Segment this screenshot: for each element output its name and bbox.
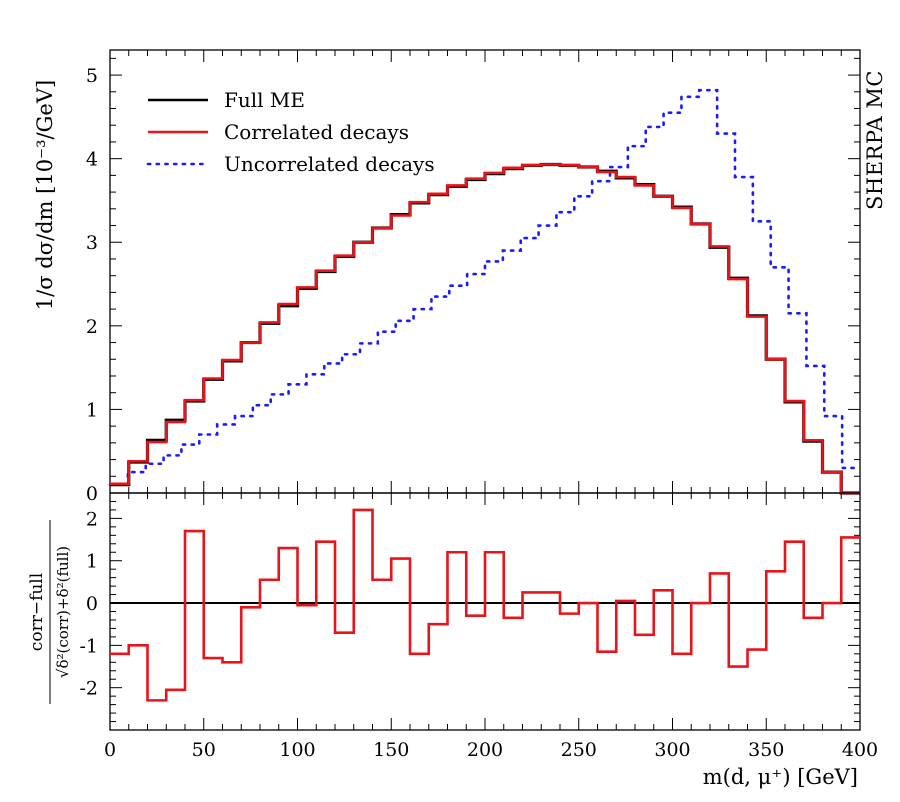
ratio-y-label-numerator: corr−full bbox=[27, 573, 47, 651]
x-axis-label: m(d, μ⁺) [GeV] bbox=[703, 765, 858, 789]
main-y-tick-label: 4 bbox=[86, 149, 98, 171]
series-line-full-me bbox=[110, 162, 860, 495]
ratio-y-axis-label: corr−full √δ²(corr)+δ²(full) bbox=[27, 520, 72, 704]
main-series-group bbox=[108, 88, 862, 495]
x-tick-label: 50 bbox=[192, 739, 216, 761]
x-tick-label: 350 bbox=[748, 739, 784, 761]
legend-label-correlated-decays: Correlated decays bbox=[224, 120, 409, 144]
main-y-tick-label: 1 bbox=[86, 399, 98, 421]
main-y-tick-label: 2 bbox=[86, 316, 98, 338]
main-plot-frame bbox=[109, 49, 861, 494]
main-y-axis-label: 1/σ dσ/dm [10⁻³/GeV] bbox=[33, 80, 57, 310]
ratio-series-group bbox=[110, 508, 860, 702]
x-tick-label: 200 bbox=[467, 739, 503, 761]
ratio-y-tick-label: -1 bbox=[79, 635, 98, 657]
x-tick-label: 250 bbox=[561, 739, 597, 761]
main-y-tick-label: 0 bbox=[86, 483, 98, 505]
series-line-correlated-decays bbox=[110, 163, 860, 495]
x-tick-label: 100 bbox=[279, 739, 315, 761]
ratio-panel: -2 -1 0 1 2 0 50 100 150 200 250 300 350 400 corr−fu… bbox=[27, 492, 878, 789]
ratio-y-tick-label: 1 bbox=[86, 551, 98, 573]
x-tick-label: 150 bbox=[373, 739, 409, 761]
ratio-series-line bbox=[110, 508, 860, 702]
main-y-tick-labels: 0 1 2 3 4 5 bbox=[86, 65, 98, 505]
x-tick-label: 0 bbox=[104, 739, 116, 761]
legend-label-full-me: Full ME bbox=[224, 88, 305, 112]
ratio-y-tick-label: 0 bbox=[86, 593, 98, 615]
ratio-x-tick-labels: 0 50 100 150 200 250 300 350 400 bbox=[104, 739, 878, 761]
ratio-y-tick-labels: -2 -1 0 1 2 bbox=[79, 508, 98, 699]
generator-side-label: SHERPA MC bbox=[863, 70, 887, 210]
ratio-y-tick-label: -2 bbox=[79, 678, 98, 700]
legend: Full ME Correlated decays Uncorrelated d… bbox=[146, 88, 435, 176]
main-y-tick-label: 5 bbox=[86, 65, 98, 87]
x-tick-label: 400 bbox=[842, 739, 878, 761]
main-panel: 0 1 2 3 4 5 1/σ dσ/dm [10⁻³/GeV] Full ME Corr… bbox=[33, 49, 887, 505]
x-tick-label: 300 bbox=[654, 739, 690, 761]
ratio-y-label-denominator: √δ²(corr)+δ²(full) bbox=[54, 546, 72, 678]
main-y-tick-label: 3 bbox=[86, 232, 98, 254]
ratio-y-tick-label: 2 bbox=[86, 508, 98, 530]
series-line-uncorrelated-decays bbox=[108, 88, 862, 486]
legend-label-uncorrelated-decays: Uncorrelated decays bbox=[224, 152, 435, 176]
main-ticks bbox=[109, 50, 861, 494]
